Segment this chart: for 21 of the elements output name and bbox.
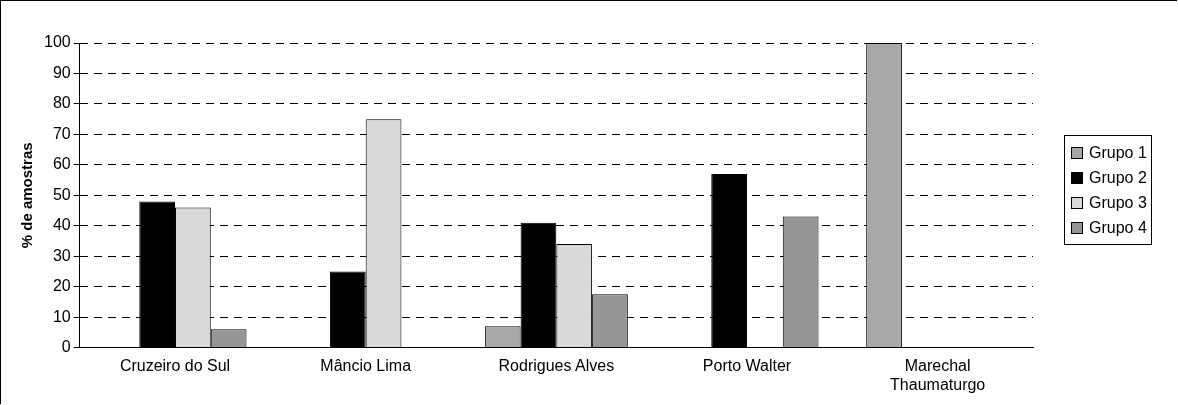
y-axis-title: % de amostras: [18, 142, 36, 249]
y-tick-label: 90: [52, 63, 71, 81]
x-tick-label: Porto Walter: [702, 356, 792, 374]
legend-label: Grupo 1: [1089, 143, 1147, 162]
y-tick-label: 60: [52, 155, 71, 173]
x-tick-label: Cruzeiro do Sul: [119, 356, 231, 374]
legend-label: Grupo 2: [1089, 168, 1147, 187]
x-tick-label: Rodrigues Alves: [498, 356, 615, 374]
legend-label: Grupo 4: [1089, 218, 1147, 237]
y-tick-label: 0: [61, 338, 71, 356]
y-tick-label: 10: [52, 307, 71, 325]
y-tick-label: 80: [52, 94, 71, 112]
legend-label: Grupo 3: [1089, 193, 1147, 212]
x-tick-label: Marechal Thaumaturgo: [890, 356, 986, 393]
y-tick-label: 70: [52, 124, 71, 142]
y-tick-label: 20: [52, 277, 71, 295]
y-tick-label: 40: [52, 216, 71, 234]
y-tick-label: 100: [43, 33, 71, 51]
x-tick-label: Mâncio Lima: [320, 356, 412, 374]
y-tick-label: 30: [52, 246, 71, 264]
y-tick-label: 50: [52, 185, 71, 203]
